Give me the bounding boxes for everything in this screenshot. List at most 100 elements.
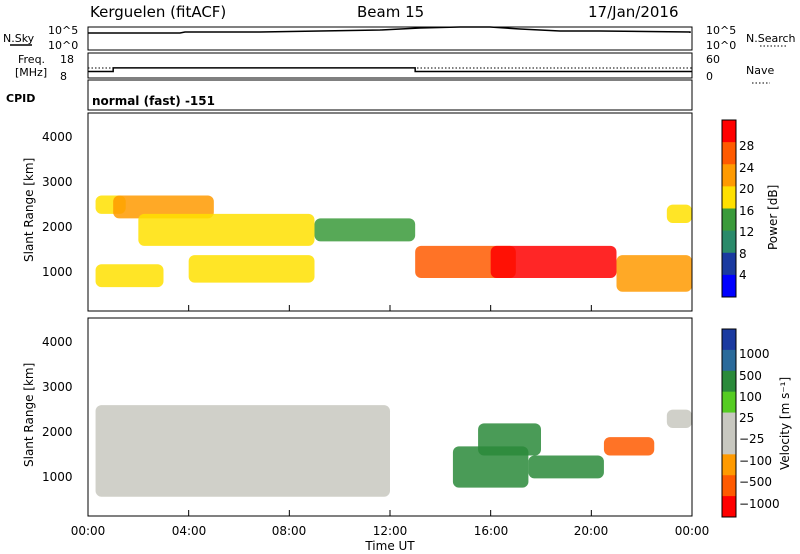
vel-cbar-tick-500: 500 [739, 369, 762, 383]
cpid-label: CPID [6, 92, 35, 105]
vel-cbar-tick-100: 100 [739, 390, 762, 404]
nsky-left-tick-top: 10^5 [48, 24, 78, 37]
power-region-5 [314, 218, 416, 242]
vel-cbar-tick-neg25: −25 [739, 432, 764, 446]
velocity-region-3 [528, 455, 604, 479]
velocity-ytick-1000: 1000 [42, 470, 73, 484]
nsky-left-tick-bottom: 10^0 [48, 39, 78, 52]
beam-title: Beam 15 [357, 3, 424, 21]
cpid-mode-text: normal (fast) -151 [92, 94, 215, 108]
power-cbar-tick-4: 4 [739, 268, 747, 282]
vel-cbar-tick-25: 25 [739, 411, 754, 425]
nsky-right-tick-bottom: 10^0 [706, 39, 736, 52]
vel-cbar-tick-neg1000: −1000 [739, 497, 780, 511]
power-cbar-tick-8: 8 [739, 247, 747, 261]
velocity-colorbar [721, 328, 737, 518]
power-colorbar-label: Power [dB] [766, 185, 780, 250]
power-ylabel: Slant Range [km] [22, 158, 36, 262]
vel-cbar-swatch-7 [722, 475, 736, 497]
vel-cbar-swatch-4 [722, 412, 736, 434]
nsky-panel-frame [87, 26, 693, 51]
xtick-4: 16:00 [474, 524, 509, 538]
freq-label-line1: Freq. [18, 53, 45, 66]
power-cbar-swatch-5 [722, 230, 736, 254]
xtick-5: 20:00 [574, 524, 609, 538]
xtick-3: 12:00 [373, 524, 408, 538]
nave-label: Nave [746, 64, 774, 77]
vel-cbar-swatch-6 [722, 454, 736, 476]
power-cbar-swatch-4 [722, 208, 736, 232]
velocity-region-2 [478, 423, 541, 456]
velocity-region-1 [452, 446, 529, 488]
power-region-9 [666, 204, 692, 223]
xtick-2: 08:00 [272, 524, 307, 538]
velocity-data-layer [95, 405, 692, 497]
power-cbar-swatch-6 [722, 252, 736, 276]
xtick-1: 04:00 [172, 524, 207, 538]
power-cbar-frame [721, 119, 737, 298]
power-ytick-2000: 2000 [42, 220, 73, 234]
vel-cbar-frame [721, 328, 737, 518]
velocity-region-4 [603, 437, 655, 456]
velocity-region-5 [666, 409, 692, 428]
vel-cbar-swatch-8 [722, 496, 736, 518]
x-axis-tick-marks [87, 305, 693, 516]
power-ytick-1000: 1000 [42, 265, 73, 279]
vel-cbar-swatch-0 [722, 329, 736, 351]
vel-cbar-swatch-5 [722, 433, 736, 455]
power-cbar-tick-24: 24 [739, 161, 754, 175]
nsky-right-tick-top: 10^5 [706, 24, 736, 37]
power-cbar-swatch-3 [722, 186, 736, 209]
power-ytick-3000: 3000 [42, 175, 73, 189]
power-yticks: 4000 3000 2000 1000 [42, 130, 73, 279]
nave-right-tick-bottom: 0 [706, 70, 713, 83]
power-cbar-swatch-7 [722, 274, 736, 298]
power-colorbar-ticks: 28 24 20 16 12 8 4 [739, 139, 754, 282]
nsearch-label: N.Search [746, 32, 796, 45]
nsky-trace [88, 26, 691, 34]
power-cbar-tick-28: 28 [739, 139, 754, 153]
power-cbar-swatch-1 [722, 142, 736, 165]
power-region-2 [113, 195, 214, 219]
velocity-ytick-4000: 4000 [42, 335, 73, 349]
power-cbar-swatch-0 [722, 120, 736, 143]
power-cbar-tick-12: 12 [739, 225, 754, 239]
power-region-4 [188, 255, 315, 283]
power-region-3 [138, 213, 315, 246]
power-region-7 [490, 245, 617, 278]
vel-cbar-swatch-2 [722, 370, 736, 393]
velocity-ytick-3000: 3000 [42, 380, 73, 394]
velocity-ytick-2000: 2000 [42, 425, 73, 439]
frequency-trace [88, 67, 692, 73]
cpid-panel-frame [87, 79, 693, 111]
xtick-6: 00:00 [675, 524, 710, 538]
radar-title: Kerguelen (fitACF) [90, 3, 226, 21]
freq-label-line2: [MHz] [15, 66, 47, 79]
xtick-0: 00:00 [71, 524, 106, 538]
x-axis-label: Time UT [364, 539, 415, 553]
nave-right-tick-top: 60 [706, 53, 720, 66]
velocity-yticks: 4000 3000 2000 1000 [42, 335, 73, 484]
velocity-region-0 [95, 405, 391, 497]
vel-cbar-swatch-1 [722, 349, 736, 372]
vel-cbar-swatch-3 [722, 391, 736, 414]
power-cbar-tick-16: 16 [739, 204, 754, 218]
power-cbar-swatch-2 [722, 164, 736, 187]
x-axis-ticks: 00:00 04:00 08:00 12:00 16:00 20:00 00:0… [71, 524, 710, 538]
date-title: 17/Jan/2016 [588, 3, 679, 21]
velocity-colorbar-ticks: 1000 500 100 25 −25 −100 −500 −1000 [739, 347, 780, 511]
nsky-label: N.Sky [3, 32, 35, 45]
vel-cbar-tick-neg100: −100 [739, 454, 772, 468]
power-data-layer [95, 195, 692, 292]
freq-left-tick-bottom: 8 [60, 70, 67, 83]
velocity-colorbar-label: Velocity [m s⁻¹] [778, 377, 792, 470]
power-colorbar [721, 119, 737, 298]
freq-panel-frame [87, 52, 693, 79]
power-region-0 [95, 264, 164, 288]
freq-left-tick-top: 18 [60, 53, 74, 66]
vel-cbar-tick-1000: 1000 [739, 347, 770, 361]
velocity-ylabel: Slant Range [km] [22, 363, 36, 467]
power-region-8 [616, 255, 692, 292]
power-cbar-tick-20: 20 [739, 182, 754, 196]
